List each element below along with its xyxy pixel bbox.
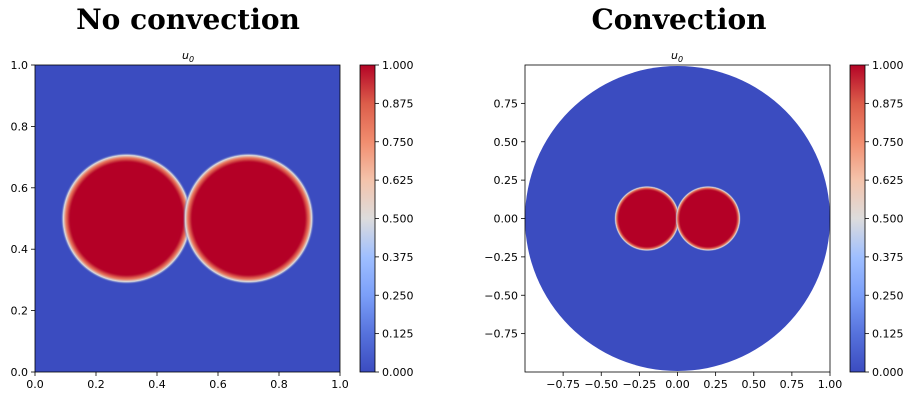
y-tick-label: 0.4 [11,243,29,256]
x-tick-label: 0.8 [270,378,288,391]
blob-2 [191,161,306,276]
y-tick-label: 0.6 [11,182,29,195]
y-tick-label: 0.2 [11,305,29,318]
colorbar-left: 0.000 0.125 0.250 0.375 0.500 0.625 0.750 0.875… [359,59,414,379]
y-tick-label: −0.25 [484,251,518,264]
colorbar-tick-label: 0.000 [382,366,414,379]
y-tick-label: 1.0 [11,59,29,72]
x-tick-label: 0.6 [209,378,227,391]
colorbar-gradient [359,64,376,373]
blob-1 [618,190,676,247]
colorbar-tick-label: 0.875 [872,97,904,110]
colorbar-tick-label: 0.000 [872,366,904,379]
x-tick-label: −0.50 [584,378,618,391]
x-tick-label: 0.75 [780,378,805,391]
colorbar-tick-label: 1.000 [872,59,904,72]
y-tick-label: 0.25 [494,174,519,187]
colorbar-tick-label: 0.625 [872,174,904,187]
x-tick-label: −0.75 [546,378,580,391]
panel-title-convection: Convection [591,3,767,36]
panel-title-no-convection: No convection [76,3,300,36]
x-tick-label: 0.50 [742,378,767,391]
colorbar-gradient [849,64,866,373]
y-tick-label: 0.0 [11,366,29,379]
y-tick-label: 0.8 [11,120,29,133]
x-tick-label: −0.25 [623,378,657,391]
colorbar-tick-label: 0.875 [382,97,414,110]
x-tick-label: 0.0 [26,378,44,391]
colorbar-tick-label: 0.625 [382,174,414,187]
colorbar-tick-label: 0.500 [382,213,414,226]
colorbar-tick-label: 0.750 [872,136,904,149]
colorbar-tick-label: 1.000 [382,59,414,72]
y-tick-label: −0.75 [484,328,518,341]
axes-frame [34,64,341,373]
colorbar-tick-label: 0.250 [382,289,414,302]
subplot-title-left: u0 [182,49,194,64]
colorbar-tick-label: 0.750 [382,136,414,149]
colorbar-tick-label: 0.375 [872,251,904,264]
x-tick-label: 1.00 [818,378,843,391]
colorbar-tick-label: 0.125 [382,328,414,341]
colorbar-tick-label: 0.375 [382,251,414,264]
x-tick-label: 0.00 [665,378,690,391]
colorbar-tick-label: 0.250 [872,289,904,302]
y-tick-label: 0.50 [494,136,519,149]
plot-no-convection: 0.0 0.2 0.4 0.6 0.8 1.0 0.0 0.2 0.4 0.6 0.8 1.0 [11,59,349,391]
colorbar-tick-label: 0.125 [872,328,904,341]
x-tick-label: 0.4 [148,378,166,391]
blob-1 [69,161,184,276]
subplot-title-right: u0 [671,49,683,64]
x-tick-label: 0.25 [703,378,728,391]
y-tick-label: −0.50 [484,289,518,302]
y-tick-label: 0.75 [494,97,519,110]
colorbar-tick-label: 0.500 [872,213,904,226]
plot-convection: −0.75 −0.50 −0.25 0.00 0.25 0.50 0.75 1.00 −0.75… [484,64,843,391]
x-tick-label: 0.2 [87,378,105,391]
x-tick-label: 1.0 [331,378,349,391]
blob-2 [679,190,737,247]
colorbar-right: 0.000 0.125 0.250 0.375 0.500 0.625 0.750 0.875… [849,59,904,379]
y-tick-label: 0.00 [494,213,519,226]
